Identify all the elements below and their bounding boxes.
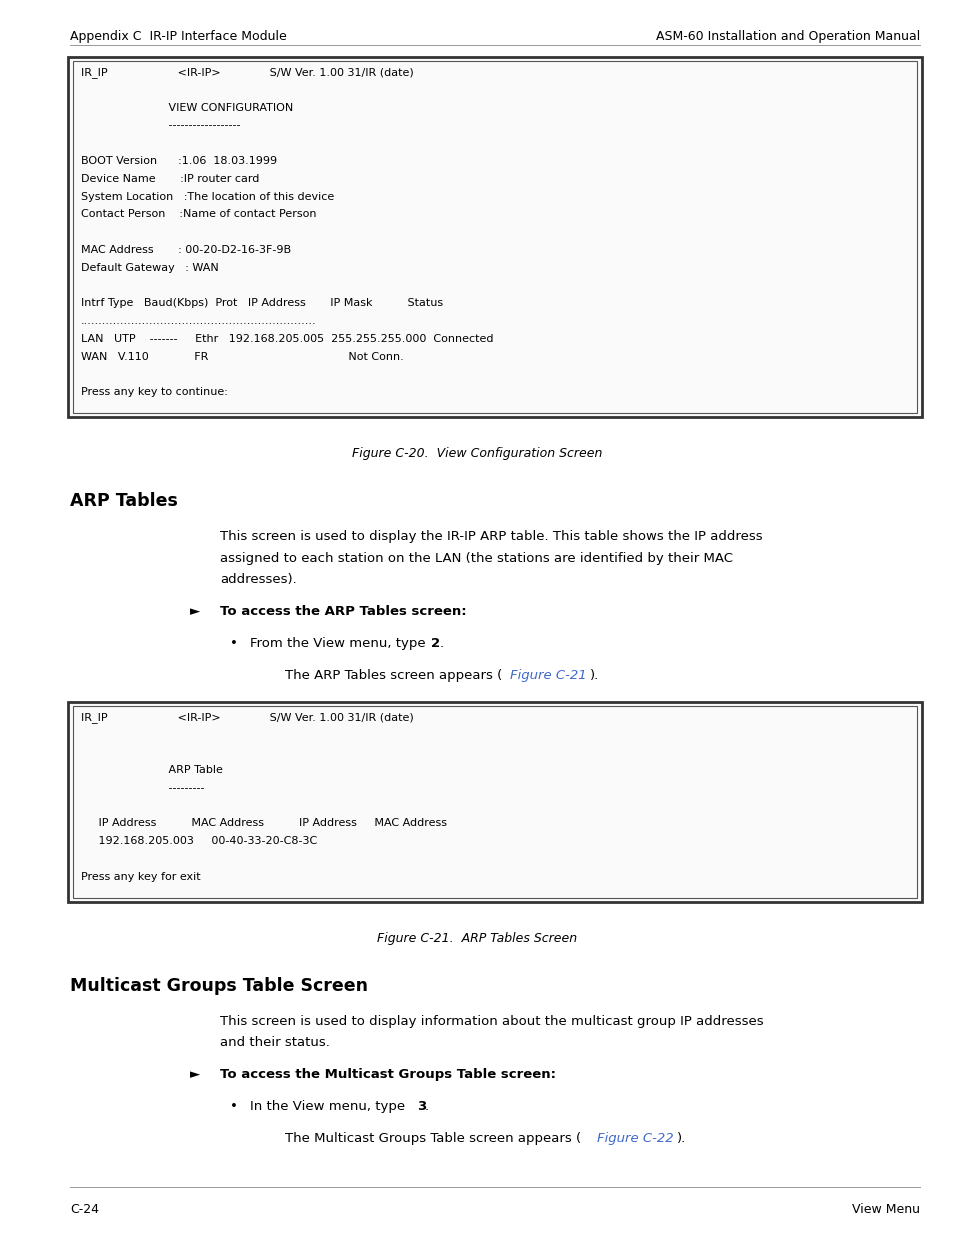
- FancyBboxPatch shape: [72, 61, 917, 414]
- Text: Device Name       :IP router card: Device Name :IP router card: [81, 174, 259, 184]
- Text: This screen is used to display the IR-IP ARP table. This table shows the IP addr: This screen is used to display the IR-IP…: [220, 530, 761, 543]
- Text: Figure C-21: Figure C-21: [510, 668, 586, 682]
- Text: ARP Table: ARP Table: [81, 766, 223, 776]
- Text: Appendix C  IR-IP Interface Module: Appendix C IR-IP Interface Module: [70, 30, 287, 43]
- Text: •: •: [230, 1099, 237, 1113]
- Text: ARP Tables: ARP Tables: [70, 493, 177, 510]
- FancyBboxPatch shape: [68, 57, 921, 417]
- Text: From the View menu, type: From the View menu, type: [250, 637, 430, 650]
- Text: Intrf Type   Baud(Kbps)  Prot   IP Address       IP Mask          Status: Intrf Type Baud(Kbps) Prot IP Address IP…: [81, 299, 442, 309]
- FancyBboxPatch shape: [72, 705, 917, 898]
- Text: ).: ).: [589, 668, 598, 682]
- Text: ►: ►: [190, 1068, 200, 1081]
- Text: C-24: C-24: [70, 1203, 99, 1216]
- Text: Default Gateway   : WAN: Default Gateway : WAN: [81, 263, 218, 273]
- Text: ►: ►: [190, 605, 200, 618]
- Text: LAN   UTP    -------     Ethr   192.168.205.005  255.255.255.000  Connected: LAN UTP ------- Ethr 192.168.205.005 255…: [81, 333, 493, 345]
- Text: and their status.: and their status.: [220, 1036, 330, 1050]
- Text: ------------------: ------------------: [81, 120, 240, 131]
- Text: Contact Person    :Name of contact Person: Contact Person :Name of contact Person: [81, 210, 316, 220]
- Text: This screen is used to display information about the multicast group IP addresse: This screen is used to display informati…: [220, 1015, 762, 1028]
- Text: Press any key for exit: Press any key for exit: [81, 872, 200, 882]
- Text: Press any key to continue:: Press any key to continue:: [81, 388, 228, 398]
- Text: The ARP Tables screen appears (: The ARP Tables screen appears (: [285, 668, 501, 682]
- Text: IR_IP                    <IR-IP>              S/W Ver. 1.00 31/IR (date): IR_IP <IR-IP> S/W Ver. 1.00 31/IR (date): [81, 711, 414, 722]
- Text: Figure C-22: Figure C-22: [597, 1131, 673, 1145]
- Text: Multicast Groups Table Screen: Multicast Groups Table Screen: [70, 977, 368, 994]
- Text: To access the Multicast Groups Table screen:: To access the Multicast Groups Table scr…: [220, 1068, 556, 1081]
- Text: 192.168.205.003     00-40-33-20-C8-3C: 192.168.205.003 00-40-33-20-C8-3C: [81, 836, 317, 846]
- Text: .................................................................: ........................................…: [81, 316, 316, 326]
- Text: 3: 3: [416, 1099, 426, 1113]
- Text: ---------: ---------: [81, 783, 204, 793]
- Text: View Menu: View Menu: [851, 1203, 919, 1216]
- Text: WAN   V.110             FR                                        Not Conn.: WAN V.110 FR Not Conn.: [81, 352, 403, 362]
- Text: System Location   :The location of this device: System Location :The location of this de…: [81, 191, 334, 201]
- Text: VIEW CONFIGURATION: VIEW CONFIGURATION: [81, 103, 293, 112]
- Text: BOOT Version      :1.06  18.03.1999: BOOT Version :1.06 18.03.1999: [81, 156, 276, 165]
- Text: The Multicast Groups Table screen appears (: The Multicast Groups Table screen appear…: [285, 1131, 580, 1145]
- Text: IR_IP                    <IR-IP>              S/W Ver. 1.00 31/IR (date): IR_IP <IR-IP> S/W Ver. 1.00 31/IR (date): [81, 67, 414, 78]
- Text: MAC Address       : 00-20-D2-16-3F-9B: MAC Address : 00-20-D2-16-3F-9B: [81, 245, 291, 254]
- Text: IP Address          MAC Address          IP Address     MAC Address: IP Address MAC Address IP Address MAC Ad…: [81, 819, 447, 829]
- Text: Figure C-20.  View Configuration Screen: Figure C-20. View Configuration Screen: [352, 447, 601, 461]
- Text: 2: 2: [431, 637, 440, 650]
- Text: addresses).: addresses).: [220, 573, 296, 587]
- Text: ).: ).: [677, 1131, 685, 1145]
- Text: Figure C-21.  ARP Tables Screen: Figure C-21. ARP Tables Screen: [376, 931, 577, 945]
- Text: •: •: [230, 637, 237, 650]
- Text: .: .: [439, 637, 443, 650]
- Text: assigned to each station on the LAN (the stations are identified by their MAC: assigned to each station on the LAN (the…: [220, 552, 732, 564]
- Text: In the View menu, type: In the View menu, type: [250, 1099, 409, 1113]
- FancyBboxPatch shape: [68, 701, 921, 902]
- Text: To access the ARP Tables screen:: To access the ARP Tables screen:: [220, 605, 466, 618]
- Text: .: .: [424, 1099, 429, 1113]
- Text: ASM-60 Installation and Operation Manual: ASM-60 Installation and Operation Manual: [655, 30, 919, 43]
